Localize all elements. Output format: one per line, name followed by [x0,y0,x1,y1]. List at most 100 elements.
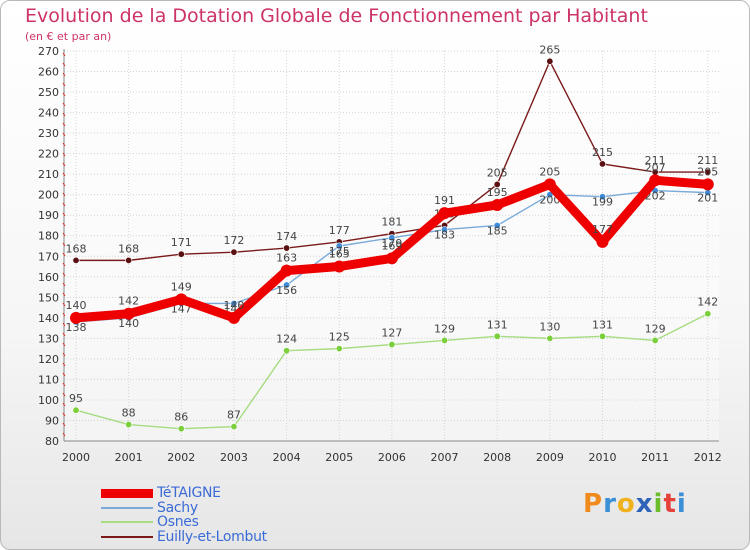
y-axis-mark [62,102,66,107]
data-label-t-taigne: 195 [487,186,508,199]
y-tick-label: 140 [38,312,59,325]
y-tick-label: 100 [38,394,59,407]
data-label-sachy: 199 [592,196,613,209]
y-axis-mark [62,252,66,257]
y-axis-mark [62,372,66,377]
data-label-euilly-et-lombut: 181 [381,216,402,229]
y-tick-label: 120 [38,353,59,366]
data-point-sachy [546,191,554,199]
legend-label: Sachy [157,499,198,516]
data-label-t-taigne: 142 [118,295,139,308]
data-point-t-taigne [175,293,188,306]
y-tick-label: 130 [38,332,59,345]
data-label-sachy: 140 [118,317,139,330]
chart-subtitle: (en € et par an) [25,30,112,43]
legend-item: Osnes [101,514,331,530]
data-point-t-taigne [701,178,714,191]
y-axis-mark [62,162,66,167]
data-label-sachy: 200 [539,194,560,207]
data-label-sachy: 156 [276,284,297,297]
y-tick-label: 250 [38,86,59,99]
data-point-osnes [388,341,396,349]
data-point-t-taigne [649,174,662,187]
legend-label: Osnes [157,514,199,530]
y-tick-label: 230 [38,127,59,140]
data-point-sachy [230,299,238,307]
y-tick-label: 170 [38,250,59,263]
x-tick-label: 2009 [536,451,564,464]
data-point-t-taigne [596,235,609,248]
data-label-t-taigne: 205 [697,165,718,178]
y-axis-mark [62,192,66,197]
y-axis-mark [62,232,66,237]
data-label-osnes: 86 [174,411,188,424]
y-axis-mark [62,422,66,427]
data-label-euilly-et-lombut: 211 [697,154,718,167]
y-tick-label: 270 [38,45,59,58]
data-point-euilly-et-lombut [598,160,606,168]
x-tick-label: 2007 [431,451,459,464]
data-label-sachy: 201 [697,192,718,205]
y-axis-mark [62,432,66,437]
data-label-t-taigne: 177 [592,223,613,236]
data-label-euilly-et-lombut: 172 [223,234,244,247]
data-point-euilly-et-lombut [230,248,238,256]
chart-legend: TéTAIGNE Sachy Osnes Euilly-et-Lombut [101,485,331,545]
y-axis-mark [62,152,66,157]
legend-swatch [101,488,153,498]
data-point-sachy [441,226,449,234]
data-point-osnes [598,332,606,340]
data-label-euilly-et-lombut: 211 [645,154,666,167]
data-label-osnes: 129 [434,322,455,335]
y-axis-mark [62,402,66,407]
x-tick-label: 2010 [589,451,617,464]
data-label-osnes: 88 [122,407,136,420]
data-point-osnes [493,332,501,340]
data-label-osnes: 87 [227,409,241,422]
data-point-t-taigne [70,311,82,324]
data-label-osnes: 95 [69,392,83,405]
y-tick-label: 110 [38,373,59,386]
data-point-t-taigne [385,252,398,265]
legend-item: TéTAIGNE [101,485,331,501]
y-tick-label: 150 [38,291,59,304]
data-label-sachy: 179 [381,237,402,250]
legend-item: Euilly-et-Lombut [101,529,331,545]
data-point-sachy [388,234,396,242]
y-axis-mark [62,182,66,187]
data-point-sachy [283,281,291,289]
data-label-osnes: 142 [697,296,718,309]
x-tick-label: 2004 [273,451,301,464]
data-point-osnes [72,406,80,414]
y-tick-label: 200 [38,189,59,202]
y-axis-mark [62,122,66,127]
data-point-euilly-et-lombut [72,256,80,264]
data-point-sachy [335,242,343,250]
data-point-euilly-et-lombut [177,250,185,258]
x-tick-label: 2005 [325,451,353,464]
y-axis-mark [62,412,66,417]
data-label-t-taigne: 163 [276,252,297,265]
data-point-euilly-et-lombut [704,168,712,176]
y-axis-mark [62,392,66,397]
y-axis-mark [62,82,66,87]
data-label-osnes: 131 [592,318,613,331]
y-axis-mark [62,312,66,317]
data-point-euilly-et-lombut [493,180,501,188]
y-axis-mark [62,92,66,97]
data-label-osnes: 130 [539,320,560,333]
x-tick-label: 2008 [483,451,511,464]
data-label-t-taigne: 149 [171,280,192,293]
data-point-t-taigne [122,307,135,320]
legend-label: TéTAIGNE [157,485,221,501]
y-tick-label: 210 [38,168,59,181]
data-label-euilly-et-lombut: 174 [276,230,297,243]
data-label-t-taigne: 140 [66,299,87,312]
data-label-t-taigne: 165 [329,248,350,261]
data-label-euilly-et-lombut: 168 [66,242,87,255]
y-axis-mark [62,72,66,77]
legend-swatch [101,506,153,509]
y-axis-mark [62,242,66,247]
